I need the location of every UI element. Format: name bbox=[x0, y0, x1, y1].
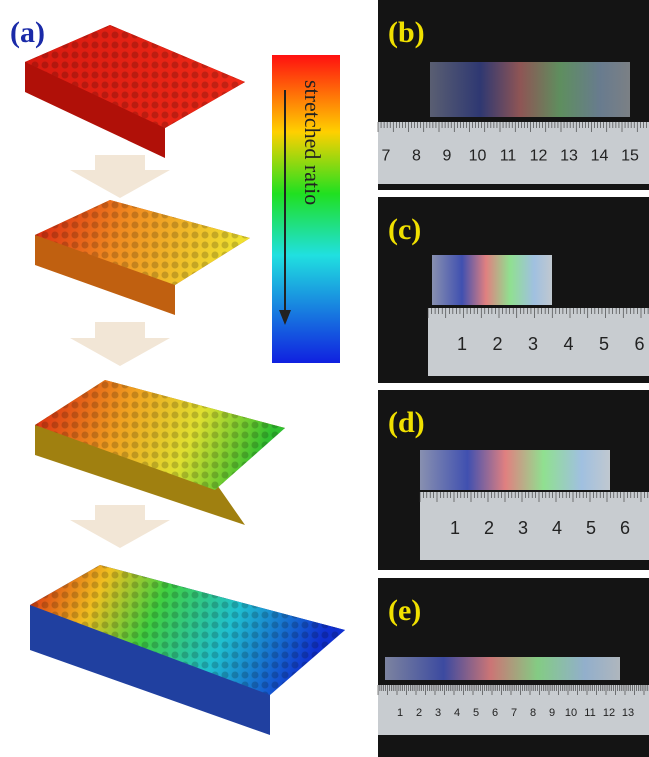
slab bbox=[25, 25, 245, 158]
ruler-number: 7 bbox=[511, 707, 517, 719]
panel-label: (b) bbox=[388, 16, 425, 49]
ruler-number: 10 bbox=[469, 147, 487, 164]
ruler-number: 3 bbox=[528, 334, 538, 354]
ruler-number: 11 bbox=[500, 147, 517, 164]
ruler-number: 2 bbox=[492, 334, 502, 354]
ruler-number: 15 bbox=[621, 147, 639, 164]
colorbar-label: stretched ratio bbox=[300, 80, 325, 205]
figure: (a) stretched ratio (b)7891011121314151(… bbox=[0, 0, 649, 757]
ruler-number: 1 bbox=[450, 518, 460, 538]
ruler-number: 5 bbox=[473, 707, 479, 719]
ruler-number: 3 bbox=[518, 518, 528, 538]
ruler-number: 5 bbox=[599, 334, 609, 354]
ruler-number: 4 bbox=[563, 334, 573, 354]
ruler-number: 7 bbox=[382, 147, 391, 164]
film bbox=[420, 450, 610, 490]
ruler-number: 4 bbox=[552, 518, 562, 538]
ruler-number: 1 bbox=[457, 334, 467, 354]
slab bbox=[30, 565, 345, 735]
ruler-number: 8 bbox=[412, 147, 421, 164]
panel-a: (a) stretched ratio bbox=[10, 16, 345, 735]
ruler-number: 8 bbox=[530, 707, 536, 719]
ruler-number: 3 bbox=[435, 707, 441, 719]
ruler-number: 5 bbox=[586, 518, 596, 538]
slab bbox=[35, 200, 250, 315]
ruler-number: 13 bbox=[560, 147, 578, 164]
ruler-number: 2 bbox=[484, 518, 494, 538]
film bbox=[385, 657, 620, 680]
ruler-number: 2 bbox=[416, 707, 422, 719]
film bbox=[432, 255, 552, 305]
arrow bbox=[70, 155, 170, 198]
ruler-number: 14 bbox=[591, 147, 609, 164]
panel-label: (d) bbox=[388, 406, 425, 439]
panel-label: (e) bbox=[388, 594, 421, 627]
ruler-number: 10 bbox=[565, 707, 577, 719]
ruler-number: 6 bbox=[634, 334, 644, 354]
ruler-number: 12 bbox=[603, 707, 615, 719]
ruler-number: 12 bbox=[530, 147, 548, 164]
ruler-number: 1 bbox=[397, 707, 403, 719]
slab bbox=[35, 380, 285, 525]
arrow bbox=[70, 322, 170, 366]
ruler-number: 6 bbox=[620, 518, 630, 538]
film bbox=[430, 62, 630, 117]
ruler-number: 13 bbox=[622, 707, 634, 719]
panel-label: (a) bbox=[10, 16, 45, 49]
arrow bbox=[70, 505, 170, 548]
ruler-number: 6 bbox=[492, 707, 498, 719]
ruler-number: 9 bbox=[443, 147, 452, 164]
ruler-number: 4 bbox=[454, 707, 460, 719]
panel-label: (c) bbox=[388, 213, 421, 246]
ruler-number: 11 bbox=[584, 707, 595, 719]
ruler-number: 9 bbox=[549, 707, 555, 719]
